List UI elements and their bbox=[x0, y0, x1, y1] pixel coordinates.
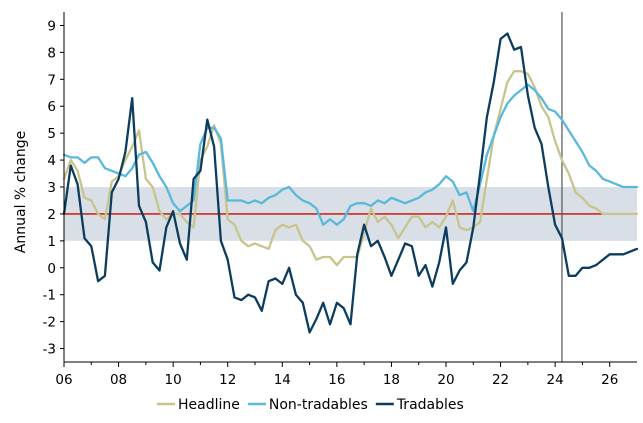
y-axis-title: Annual % change bbox=[13, 131, 29, 253]
x-tick-label: 26 bbox=[601, 372, 618, 388]
y-tick-label: -3 bbox=[43, 342, 56, 358]
x-tick-label: 10 bbox=[165, 372, 182, 388]
y-tick-label: 0 bbox=[47, 261, 56, 277]
y-tick-label: 5 bbox=[47, 126, 56, 142]
y-tick-label: 6 bbox=[47, 99, 56, 115]
target-band-layer bbox=[64, 12, 637, 362]
y-tick-label: 9 bbox=[47, 18, 56, 34]
y-tick-label: 1 bbox=[47, 234, 56, 250]
x-tick-label: 16 bbox=[328, 372, 345, 388]
y-tick-label: 2 bbox=[47, 207, 56, 223]
legend-label-headline: Headline bbox=[178, 397, 240, 413]
x-tick-label: 24 bbox=[547, 372, 564, 388]
y-tick-label: -2 bbox=[43, 315, 56, 331]
x-tick-label: 06 bbox=[55, 372, 72, 388]
x-tick-label: 14 bbox=[274, 372, 291, 388]
series-layer bbox=[62, 32, 639, 334]
legend-label-non-tradables: Non-tradables bbox=[269, 397, 368, 413]
y-tick-label: -1 bbox=[43, 288, 56, 304]
legend: Headline Non-tradables Tradables bbox=[157, 397, 464, 413]
x-tick-label: 18 bbox=[383, 372, 400, 388]
series-line-non-tradables bbox=[62, 83, 639, 226]
series-line-headline bbox=[62, 70, 639, 267]
y-tick-label: 3 bbox=[47, 180, 56, 196]
x-tick-label: 12 bbox=[219, 372, 236, 388]
y-tick-label: 7 bbox=[47, 72, 56, 88]
x-tick-label: 08 bbox=[110, 372, 127, 388]
series-line-tradables bbox=[62, 32, 639, 334]
x-tick-label: 22 bbox=[492, 372, 509, 388]
y-tick-label: 8 bbox=[47, 45, 56, 61]
x-tick-label: 20 bbox=[437, 372, 454, 388]
y-tick-label: 4 bbox=[47, 153, 56, 169]
legend-label-tradables: Tradables bbox=[396, 397, 464, 413]
